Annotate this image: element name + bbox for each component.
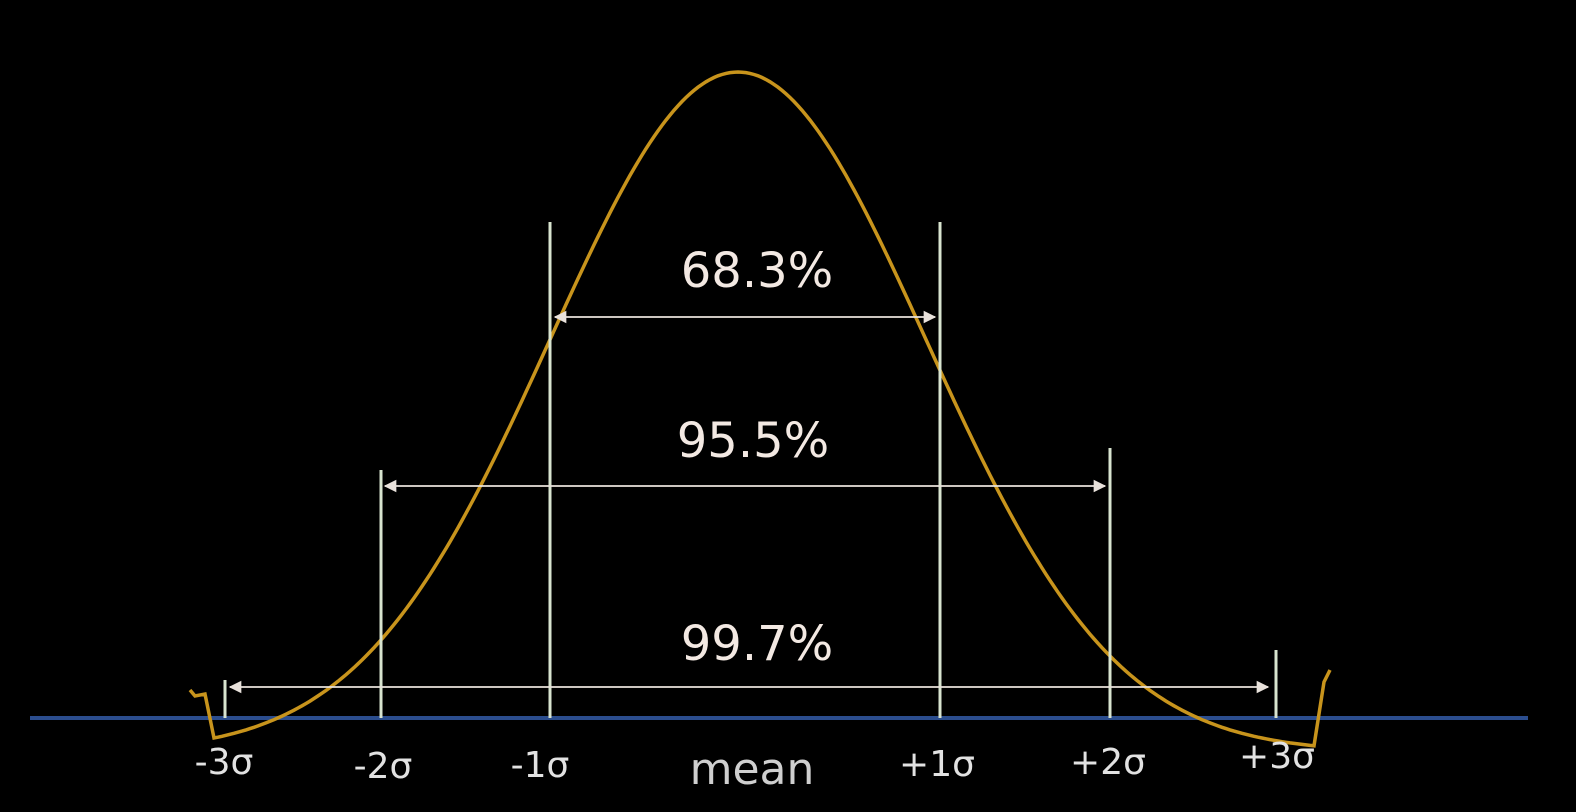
interval-label-95: 95.5% — [677, 413, 829, 469]
tick-label-neg1: -1σ — [511, 745, 570, 786]
tick-label-pos2: +2σ — [1070, 742, 1146, 783]
tick-label-neg2: -2σ — [354, 746, 413, 787]
tick-label-mean: mean — [690, 744, 815, 795]
tick-label-pos1: +1σ — [899, 744, 975, 785]
tick-label-pos3: +3σ — [1239, 736, 1315, 777]
bell-curve — [188, 70, 1332, 748]
interval-label-68: 68.3% — [681, 243, 833, 299]
tick-label-neg3: -3σ — [195, 742, 254, 783]
interval-label-99: 99.7% — [681, 616, 833, 672]
